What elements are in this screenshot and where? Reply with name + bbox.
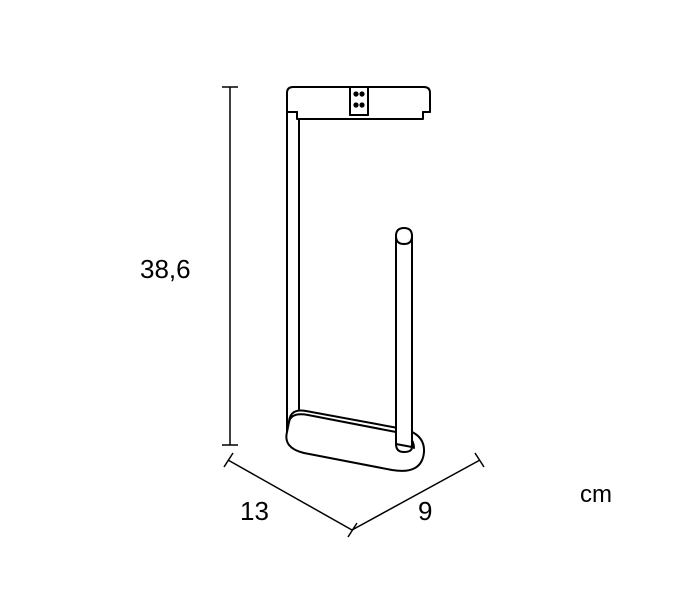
screw-hole xyxy=(360,103,363,106)
dim-width-label: 9 xyxy=(418,496,432,526)
dim-height-label: 38,6 xyxy=(140,254,191,284)
screw-hole xyxy=(354,92,357,95)
dim-depth-label: 13 xyxy=(240,496,269,526)
dim-height xyxy=(222,87,238,445)
bracket-outer xyxy=(287,87,430,112)
unit-label: cm xyxy=(580,481,612,508)
screw-hole xyxy=(354,103,357,106)
holder-object xyxy=(286,87,430,471)
left-bar xyxy=(287,112,299,436)
dimension-drawing: 38,6 13 9 cm xyxy=(0,0,700,600)
screw-hole xyxy=(360,92,363,95)
rod xyxy=(396,228,412,452)
